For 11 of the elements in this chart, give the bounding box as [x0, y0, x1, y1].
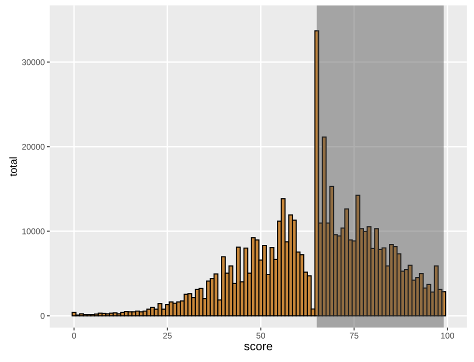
- y-tick-label: 30000: [22, 59, 45, 66]
- x-tick-label: 0: [72, 332, 76, 339]
- x-tick-label: 25: [163, 332, 172, 339]
- y-tick-label: 10000: [22, 228, 45, 234]
- y-tick-label: 0: [40, 312, 45, 319]
- x-tick-label: 75: [350, 332, 358, 339]
- y-axis-title: total: [9, 157, 17, 176]
- x-tick-label: 50: [256, 332, 266, 339]
- y-tick-label: 20000: [22, 144, 45, 150]
- x-tick-label: 100: [441, 332, 454, 339]
- x-axis-title: score: [244, 344, 272, 350]
